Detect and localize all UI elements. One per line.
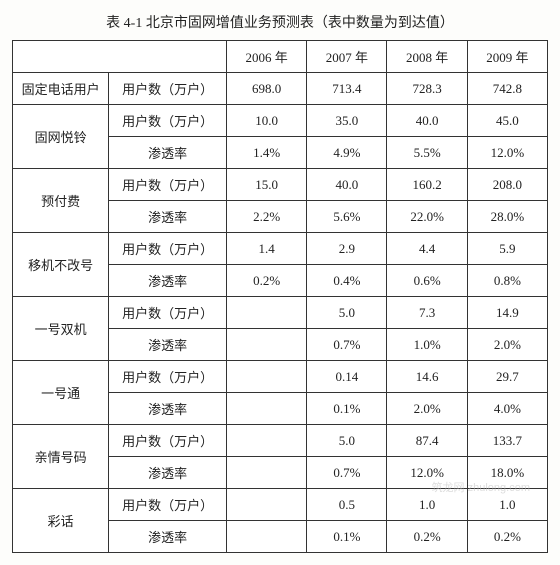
cell: 0.2% bbox=[226, 265, 306, 297]
table-row: 预付费 用户数（万户） 15.0 40.0 160.2 208.0 bbox=[13, 169, 548, 201]
cell bbox=[226, 393, 306, 425]
row-label-yihaoshuangji: 一号双机 bbox=[13, 297, 109, 361]
table-row: 移机不改号 用户数（万户） 1.4 2.9 4.4 5.9 bbox=[13, 233, 548, 265]
cell: 1.4 bbox=[226, 233, 306, 265]
cell: 5.9 bbox=[467, 233, 547, 265]
cell: 5.5% bbox=[387, 137, 467, 169]
cell: 713.4 bbox=[307, 73, 387, 105]
table-row: 固定电话用户 用户数（万户） 698.0 713.4 728.3 742.8 bbox=[13, 73, 548, 105]
sub-label-users: 用户数（万户） bbox=[109, 233, 227, 265]
cell: 4.4 bbox=[387, 233, 467, 265]
cell: 35.0 bbox=[307, 105, 387, 137]
cell: 18.0% bbox=[467, 457, 547, 489]
col-2009: 2009 年 bbox=[467, 41, 547, 73]
cell: 208.0 bbox=[467, 169, 547, 201]
cell: 742.8 bbox=[467, 73, 547, 105]
cell: 2.2% bbox=[226, 201, 306, 233]
cell: 28.0% bbox=[467, 201, 547, 233]
cell: 87.4 bbox=[387, 425, 467, 457]
cell: 14.6 bbox=[387, 361, 467, 393]
forecast-table: 2006 年 2007 年 2008 年 2009 年 固定电话用户 用户数（万… bbox=[12, 40, 548, 553]
table-row: 彩话 用户数（万户） 0.5 1.0 1.0 bbox=[13, 489, 548, 521]
cell: 1.0 bbox=[467, 489, 547, 521]
cell: 4.9% bbox=[307, 137, 387, 169]
cell: 0.7% bbox=[307, 329, 387, 361]
cell: 0.8% bbox=[467, 265, 547, 297]
sub-label-users: 用户数（万户） bbox=[109, 297, 227, 329]
cell: 12.0% bbox=[467, 137, 547, 169]
col-2007: 2007 年 bbox=[307, 41, 387, 73]
cell: 1.0 bbox=[387, 489, 467, 521]
cell bbox=[226, 297, 306, 329]
cell bbox=[226, 361, 306, 393]
cell: 0.2% bbox=[467, 521, 547, 553]
cell: 728.3 bbox=[387, 73, 467, 105]
cell: 22.0% bbox=[387, 201, 467, 233]
cell: 160.2 bbox=[387, 169, 467, 201]
cell: 0.1% bbox=[307, 393, 387, 425]
sub-label-penetration: 渗透率 bbox=[109, 137, 227, 169]
cell: 2.0% bbox=[387, 393, 467, 425]
cell: 1.4% bbox=[226, 137, 306, 169]
table-row: 一号通 用户数（万户） 0.14 14.6 29.7 bbox=[13, 361, 548, 393]
table-row: 固网悦铃 用户数（万户） 10.0 35.0 40.0 45.0 bbox=[13, 105, 548, 137]
table-row: 一号双机 用户数（万户） 5.0 7.3 14.9 bbox=[13, 297, 548, 329]
row-label-fixed-phone: 固定电话用户 bbox=[13, 73, 109, 105]
header-blank bbox=[13, 41, 227, 73]
sub-label-penetration: 渗透率 bbox=[109, 457, 227, 489]
cell: 10.0 bbox=[226, 105, 306, 137]
cell: 0.2% bbox=[387, 521, 467, 553]
cell bbox=[226, 457, 306, 489]
cell: 2.0% bbox=[467, 329, 547, 361]
cell: 5.0 bbox=[307, 425, 387, 457]
cell: 0.6% bbox=[387, 265, 467, 297]
row-label-yihaotong: 一号通 bbox=[13, 361, 109, 425]
cell: 698.0 bbox=[226, 73, 306, 105]
sub-label-penetration: 渗透率 bbox=[109, 393, 227, 425]
cell: 29.7 bbox=[467, 361, 547, 393]
cell: 14.9 bbox=[467, 297, 547, 329]
cell: 4.0% bbox=[467, 393, 547, 425]
cell: 0.14 bbox=[307, 361, 387, 393]
col-2006: 2006 年 bbox=[226, 41, 306, 73]
row-label-caihua: 彩话 bbox=[13, 489, 109, 553]
sub-label-penetration: 渗透率 bbox=[109, 265, 227, 297]
sub-label-users: 用户数（万户） bbox=[109, 361, 227, 393]
sub-label-users: 用户数（万户） bbox=[109, 169, 227, 201]
cell: 5.6% bbox=[307, 201, 387, 233]
table-row: 亲情号码 用户数（万户） 5.0 87.4 133.7 bbox=[13, 425, 548, 457]
col-2008: 2008 年 bbox=[387, 41, 467, 73]
cell: 2.9 bbox=[307, 233, 387, 265]
sub-label-users: 用户数（万户） bbox=[109, 425, 227, 457]
sub-label-users: 用户数（万户） bbox=[109, 73, 227, 105]
cell bbox=[226, 425, 306, 457]
cell: 7.3 bbox=[387, 297, 467, 329]
cell: 45.0 bbox=[467, 105, 547, 137]
sub-label-penetration: 渗透率 bbox=[109, 521, 227, 553]
cell: 0.1% bbox=[307, 521, 387, 553]
header-row: 2006 年 2007 年 2008 年 2009 年 bbox=[13, 41, 548, 73]
row-label-yijibugaihao: 移机不改号 bbox=[13, 233, 109, 297]
table-title: 表 4-1 北京市固网增值业务预测表（表中数量为到达值） bbox=[12, 12, 548, 32]
cell: 0.5 bbox=[307, 489, 387, 521]
row-label-yueling: 固网悦铃 bbox=[13, 105, 109, 169]
cell bbox=[226, 521, 306, 553]
cell: 0.7% bbox=[307, 457, 387, 489]
cell: 15.0 bbox=[226, 169, 306, 201]
sub-label-penetration: 渗透率 bbox=[109, 329, 227, 361]
row-label-yufufei: 预付费 bbox=[13, 169, 109, 233]
cell bbox=[226, 329, 306, 361]
cell: 40.0 bbox=[387, 105, 467, 137]
row-label-qinqinghaoma: 亲情号码 bbox=[13, 425, 109, 489]
sub-label-users: 用户数（万户） bbox=[109, 105, 227, 137]
cell: 133.7 bbox=[467, 425, 547, 457]
cell: 12.0% bbox=[387, 457, 467, 489]
cell: 5.0 bbox=[307, 297, 387, 329]
cell: 40.0 bbox=[307, 169, 387, 201]
cell: 1.0% bbox=[387, 329, 467, 361]
cell: 0.4% bbox=[307, 265, 387, 297]
sub-label-penetration: 渗透率 bbox=[109, 201, 227, 233]
sub-label-users: 用户数（万户） bbox=[109, 489, 227, 521]
cell bbox=[226, 489, 306, 521]
